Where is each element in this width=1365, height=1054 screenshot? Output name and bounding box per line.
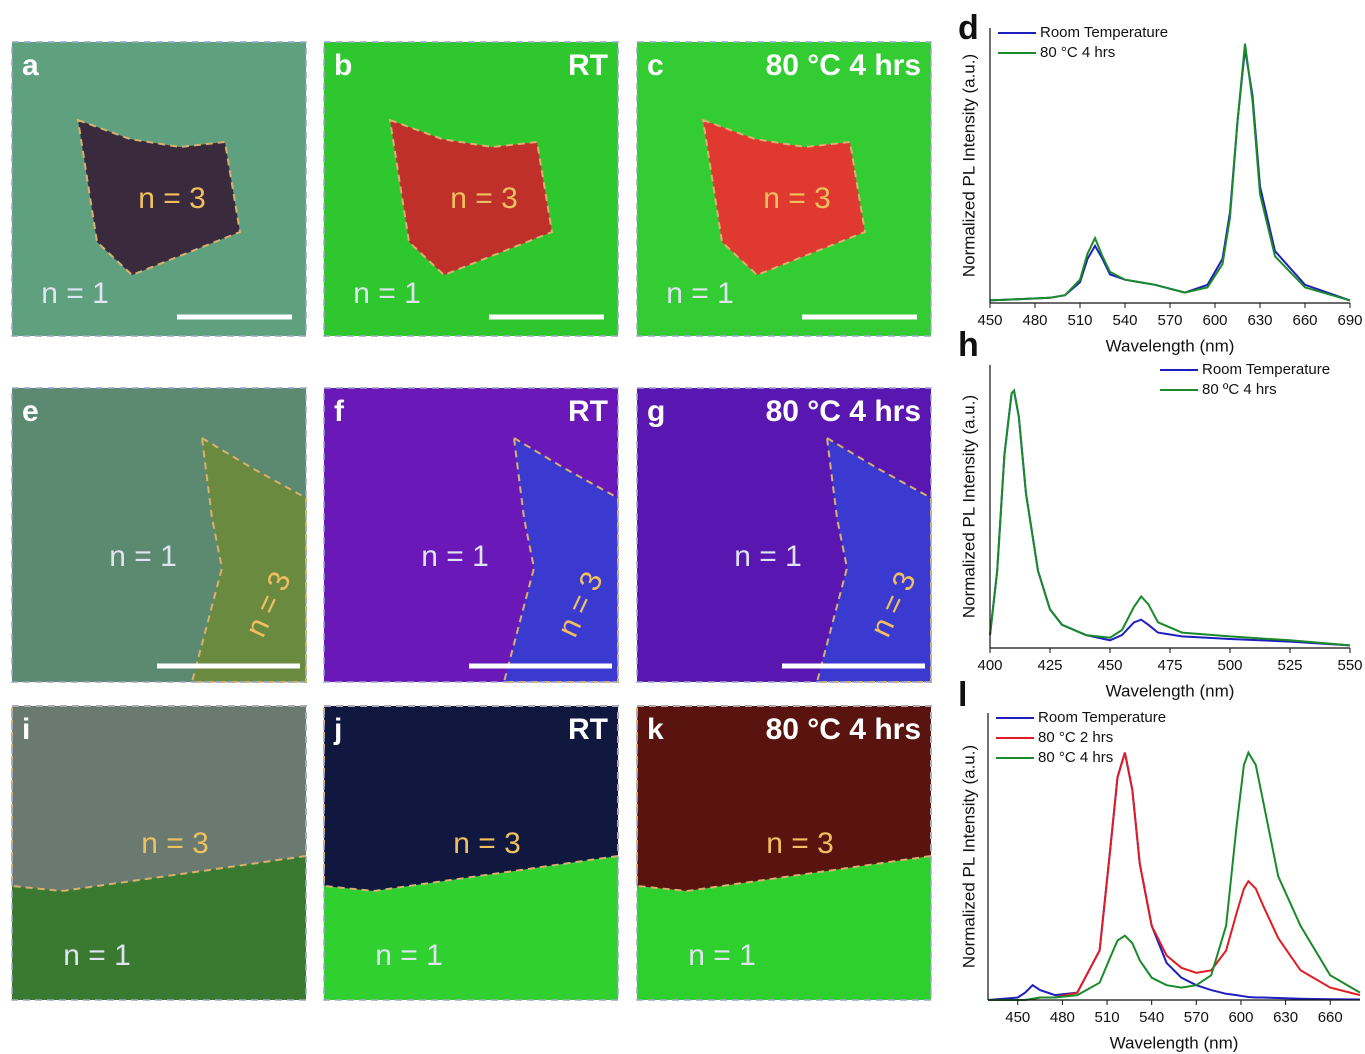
layer-label: n = 3 — [141, 827, 209, 860]
legend-label: Room Temperature — [1038, 709, 1166, 726]
panel-letter: e — [22, 395, 39, 428]
x-axis-label: Wavelength (nm) — [1106, 336, 1235, 355]
panel-letter: i — [22, 713, 30, 746]
x-tick-label: 660 — [1318, 1009, 1343, 1026]
x-tick-label: 450 — [1097, 657, 1122, 674]
y-axis-label: Normalized PL Intensity (a.u.) — [959, 395, 978, 618]
x-tick-label: 630 — [1247, 312, 1272, 329]
layer-label: n = 1 — [688, 939, 756, 972]
micrograph: c 80 °C 4 hrs n = 3 n = 1 — [637, 42, 931, 336]
layer-label: n = 3 — [138, 182, 206, 215]
micrograph: j RT n = 3 n = 1 — [324, 706, 618, 1006]
x-tick-label: 510 — [1067, 312, 1092, 329]
layer-label: n = 1 — [734, 540, 802, 573]
legend-label: 80 °C 2 hrs — [1038, 729, 1113, 746]
x-tick-label: 500 — [1217, 657, 1242, 674]
micrograph: a n = 3 n = 1 — [12, 42, 306, 336]
spectrum-line — [990, 391, 1350, 646]
layer-label: n = 1 — [109, 540, 177, 573]
chart-letter: d — [958, 9, 979, 47]
x-tick-label: 450 — [977, 312, 1002, 329]
micrograph: en = 1n = 3 — [12, 388, 306, 682]
panel-letter: a — [22, 49, 39, 82]
x-tick-label: 660 — [1292, 312, 1317, 329]
x-tick-label: 600 — [1228, 1009, 1253, 1026]
x-tick-label: 510 — [1095, 1009, 1120, 1026]
micrograph: i n = 3 n = 1 — [12, 706, 306, 1006]
legend-label: Room Temperature — [1040, 24, 1168, 41]
panel-letter: k — [647, 713, 664, 746]
panel-letter: f — [334, 395, 345, 428]
spectrum-line — [990, 44, 1350, 301]
micrograph: g80 °C 4 hrsn = 1n = 3 — [637, 388, 931, 682]
y-axis-label: Normalized PL Intensity (a.u.) — [959, 54, 978, 277]
chart-letter: h — [958, 326, 979, 364]
x-tick-label: 540 — [1112, 312, 1137, 329]
x-tick-label: 630 — [1273, 1009, 1298, 1026]
spectrum-line — [990, 391, 1350, 646]
layer-label: n = 1 — [63, 939, 131, 972]
condition-label: 80 °C 4 hrs — [766, 49, 921, 82]
layer-label: n = 1 — [421, 540, 489, 573]
layer-label: n = 3 — [766, 827, 834, 860]
layer-label: n = 1 — [666, 277, 734, 310]
condition-label: RT — [568, 395, 608, 428]
legend-label: Room Temperature — [1202, 361, 1330, 378]
x-tick-label: 480 — [1050, 1009, 1075, 1026]
spectrum-line — [988, 753, 1360, 1000]
legend-label: 80 ºC 4 hrs — [1202, 381, 1277, 398]
layer-label: n = 3 — [453, 827, 521, 860]
layer-label: n = 1 — [375, 939, 443, 972]
layer-label: n = 3 — [450, 182, 518, 215]
layer-label: n = 1 — [41, 277, 109, 310]
panel-letter: j — [333, 713, 342, 746]
x-tick-label: 475 — [1157, 657, 1182, 674]
spectrum-line — [990, 49, 1350, 301]
condition-label: 80 °C 4 hrs — [766, 395, 921, 428]
legend-label: 80 °C 4 hrs — [1040, 44, 1115, 61]
layer-label: n = 1 — [353, 277, 421, 310]
x-axis-label: Wavelength (nm) — [1110, 1033, 1239, 1052]
micrograph: k 80 °C 4 hrs n = 3 n = 1 — [637, 706, 931, 1006]
x-tick-label: 570 — [1184, 1009, 1209, 1026]
x-tick-label: 480 — [1022, 312, 1047, 329]
chart-letter: l — [958, 676, 967, 714]
panel-letter: b — [334, 49, 352, 82]
micrograph: b RT n = 3 n = 1 — [324, 42, 618, 336]
x-tick-label: 600 — [1202, 312, 1227, 329]
condition-label: RT — [568, 713, 608, 746]
layer-label: n = 3 — [763, 182, 831, 215]
x-tick-label: 450 — [1005, 1009, 1030, 1026]
legend-label: 80 °C 4 hrs — [1038, 749, 1113, 766]
figure: a n = 3 n = 1 b RT n = 3 n = 1 c 80 °C 4 hrs n = … — [0, 0, 1365, 1054]
x-tick-label: 400 — [977, 657, 1002, 674]
panel-letter: g — [647, 395, 665, 428]
y-axis-label: Normalized PL Intensity (a.u.) — [959, 745, 978, 968]
condition-label: 80 °C 4 hrs — [766, 713, 921, 746]
x-tick-label: 690 — [1337, 312, 1362, 329]
panel-letter: c — [647, 49, 664, 82]
x-tick-label: 550 — [1337, 657, 1362, 674]
condition-label: RT — [568, 49, 608, 82]
x-axis-label: Wavelength (nm) — [1106, 681, 1235, 700]
x-tick-label: 525 — [1277, 657, 1302, 674]
x-tick-label: 540 — [1139, 1009, 1164, 1026]
x-tick-label: 570 — [1157, 312, 1182, 329]
x-tick-label: 425 — [1037, 657, 1062, 674]
